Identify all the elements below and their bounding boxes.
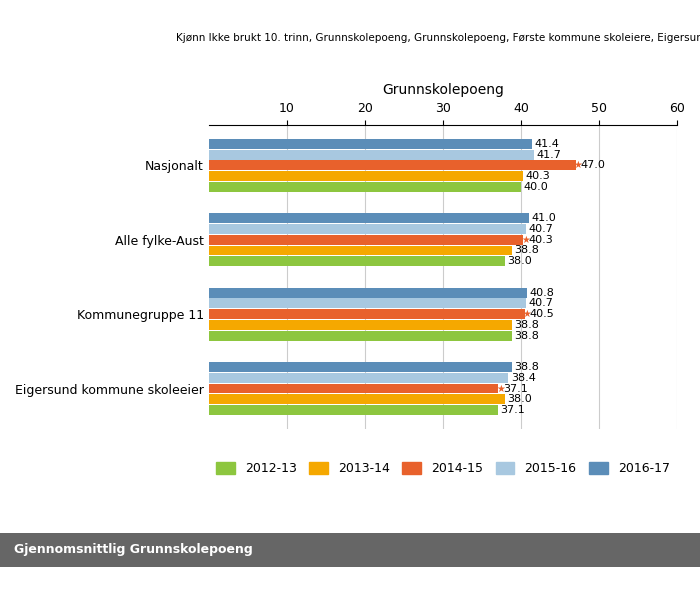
Bar (209, 320, 512, 330)
Text: 38.8: 38.8 (514, 330, 539, 341)
Bar (209, 213, 528, 223)
Text: 38.4: 38.4 (511, 373, 536, 383)
Bar (209, 330, 512, 341)
Text: 38.8: 38.8 (514, 245, 539, 256)
Text: ★: ★ (521, 235, 530, 245)
Bar (209, 182, 521, 192)
Text: 40.0: 40.0 (524, 182, 548, 192)
Text: 38.8: 38.8 (514, 320, 539, 330)
Bar (209, 362, 512, 372)
Text: 37.1: 37.1 (503, 384, 528, 394)
Text: 40.5: 40.5 (529, 309, 554, 319)
Text: 40.7: 40.7 (528, 224, 554, 234)
Text: 41.0: 41.0 (531, 213, 556, 223)
Bar (209, 309, 525, 319)
Text: 47.0: 47.0 (580, 161, 606, 170)
Text: Gjennomsnittlig Grunnskolepoeng: Gjennomsnittlig Grunnskolepoeng (14, 543, 253, 557)
Bar (209, 299, 526, 308)
Bar (209, 287, 527, 297)
Bar (209, 246, 512, 256)
Bar (209, 235, 524, 245)
Text: 40.3: 40.3 (528, 235, 553, 245)
Bar (209, 224, 526, 234)
Text: 40.3: 40.3 (526, 171, 550, 181)
Text: ★: ★ (573, 161, 582, 170)
Bar (209, 256, 505, 266)
Bar (209, 394, 505, 404)
Text: 40.8: 40.8 (529, 287, 554, 298)
Bar (209, 405, 498, 415)
Bar (209, 139, 532, 149)
Bar (209, 161, 575, 170)
Text: 38.0: 38.0 (508, 256, 533, 266)
Bar (209, 384, 498, 394)
Text: ★: ★ (522, 309, 531, 319)
Text: 37.1: 37.1 (500, 405, 526, 415)
Text: 38.0: 38.0 (508, 394, 533, 404)
Text: 41.7: 41.7 (537, 150, 561, 159)
Bar (209, 171, 524, 181)
Text: ★: ★ (496, 384, 505, 394)
Text: 41.4: 41.4 (534, 139, 559, 149)
Legend: 2012-13, 2013-14, 2014-15, 2015-16, 2016-17: 2012-13, 2013-14, 2014-15, 2015-16, 2016… (211, 457, 675, 480)
Text: 38.8: 38.8 (514, 362, 539, 372)
Text: 40.7: 40.7 (528, 299, 554, 308)
Bar (209, 150, 534, 159)
Bar (209, 373, 508, 383)
Title: Kjønn Ikke brukt 10. trinn, Grunnskolepoeng, Grunnskolepoeng, Første kommune sko: Kjønn Ikke brukt 10. trinn, Grunnskolepo… (176, 33, 700, 44)
X-axis label: Grunnskolepoeng: Grunnskolepoeng (382, 83, 504, 97)
